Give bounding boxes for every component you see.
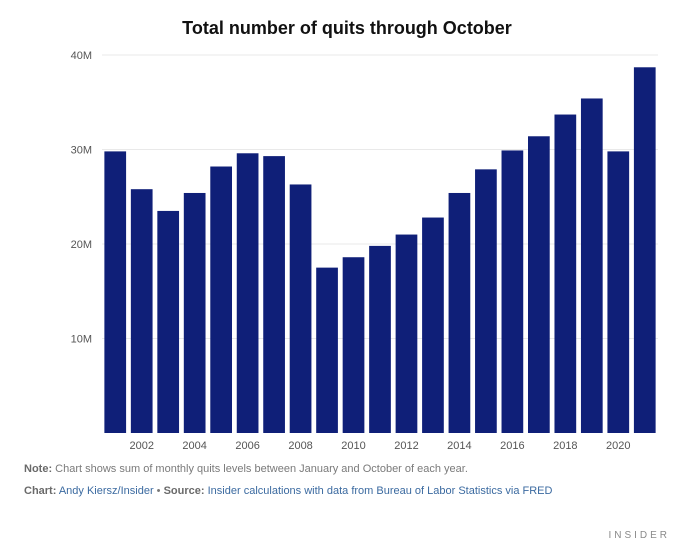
x-axis-label: 2010 xyxy=(341,440,365,452)
bar xyxy=(316,268,338,433)
bar xyxy=(634,67,656,433)
bar xyxy=(581,98,603,433)
bar xyxy=(157,211,179,433)
x-axis-label: 2016 xyxy=(500,440,524,452)
chart-area: 10M 20M 30M 40M 2002 2004 2006 2008 2010 2012 2014… xyxy=(24,49,670,454)
x-axis-label: 2018 xyxy=(553,440,577,452)
x-axis-label: 2002 xyxy=(129,440,153,452)
bar xyxy=(607,151,629,433)
bar xyxy=(554,115,576,433)
credit-chart-label: Chart: xyxy=(24,485,56,497)
bar xyxy=(104,151,126,433)
x-axis-label: 2020 xyxy=(606,440,630,452)
bar xyxy=(422,218,444,433)
bar xyxy=(290,184,312,433)
brand-mark: INSIDER xyxy=(608,530,670,541)
chart-title: Total number of quits through October xyxy=(24,18,670,39)
note-row: Note: Chart shows sum of monthly quits l… xyxy=(24,462,670,478)
x-axis-label: 2012 xyxy=(394,440,418,452)
note-text: Chart shows sum of monthly quits levels … xyxy=(55,463,468,475)
credit-source-text[interactable]: Insider calculations with data from Bure… xyxy=(208,485,553,497)
x-axis-label: 2004 xyxy=(182,440,206,452)
bar xyxy=(237,153,259,433)
y-axis-label: 40M xyxy=(71,50,92,62)
bar-chart: 10M 20M 30M 40M 2002 2004 2006 2008 2010 2012 2014… xyxy=(24,49,670,454)
chart-footer: Note: Chart shows sum of monthly quits l… xyxy=(24,462,670,500)
x-axis-label: 2014 xyxy=(447,440,471,452)
credit-author[interactable]: Andy Kiersz/Insider xyxy=(59,485,154,497)
bar xyxy=(528,136,550,433)
credit-source-label: Source: xyxy=(164,485,205,497)
x-axis-label: 2006 xyxy=(235,440,259,452)
bar xyxy=(502,150,524,433)
y-axis-label: 30M xyxy=(71,145,92,157)
note-label: Note: xyxy=(24,463,52,475)
credit-row: Chart: Andy Kiersz/Insider • Source: Ins… xyxy=(24,484,670,500)
bar xyxy=(210,167,232,433)
bar xyxy=(131,189,153,433)
credit-bullet: • xyxy=(157,485,161,497)
bar xyxy=(263,156,285,433)
y-axis-label: 10M xyxy=(71,334,92,346)
bar xyxy=(184,193,206,433)
bar xyxy=(396,235,418,433)
bar xyxy=(475,169,497,433)
y-axis-label: 20M xyxy=(71,239,92,251)
bar xyxy=(369,246,391,433)
bar xyxy=(343,257,365,433)
x-axis-label: 2008 xyxy=(288,440,312,452)
chart-card: Total number of quits through October 10… xyxy=(0,0,694,557)
bar xyxy=(449,193,471,433)
